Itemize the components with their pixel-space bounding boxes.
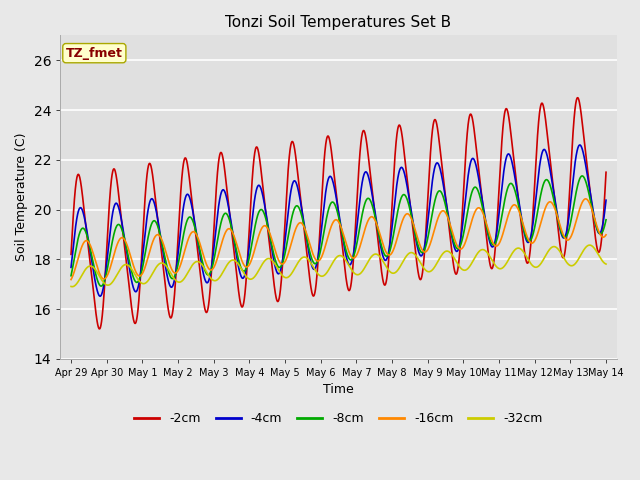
- Text: TZ_fmet: TZ_fmet: [66, 47, 123, 60]
- -16cm: [128, 258, 136, 264]
- -16cm: [160, 242, 168, 248]
- -4cm: [592, 222, 600, 228]
- Line: -32cm: -32cm: [71, 245, 606, 287]
- -8cm: [97, 283, 105, 289]
- -32cm: [273, 264, 280, 269]
- -2cm: [602, 169, 610, 175]
- Line: -2cm: -2cm: [71, 97, 606, 329]
- Y-axis label: Soil Temperature (C): Soil Temperature (C): [15, 133, 28, 262]
- -8cm: [273, 260, 280, 266]
- Line: -8cm: -8cm: [71, 176, 606, 286]
- -8cm: [160, 250, 168, 256]
- -32cm: [602, 261, 610, 267]
- -2cm: [129, 310, 136, 315]
- -4cm: [534, 175, 542, 181]
- -32cm: [68, 284, 76, 289]
- X-axis label: Time: Time: [323, 384, 354, 396]
- -2cm: [534, 126, 542, 132]
- -4cm: [67, 264, 75, 270]
- -16cm: [592, 219, 600, 225]
- -8cm: [67, 273, 75, 278]
- -2cm: [574, 95, 582, 100]
- -4cm: [296, 193, 303, 199]
- -16cm: [534, 230, 541, 236]
- -8cm: [534, 206, 542, 212]
- -4cm: [160, 255, 168, 261]
- -2cm: [160, 270, 168, 276]
- -16cm: [67, 276, 75, 282]
- -8cm: [592, 222, 600, 228]
- -8cm: [602, 217, 610, 223]
- -2cm: [67, 252, 75, 257]
- -4cm: [273, 268, 280, 274]
- Legend: -2cm, -4cm, -8cm, -16cm, -32cm: -2cm, -4cm, -8cm, -16cm, -32cm: [129, 407, 548, 430]
- -32cm: [592, 248, 600, 253]
- -4cm: [96, 293, 104, 299]
- -32cm: [160, 261, 168, 267]
- -16cm: [602, 232, 610, 238]
- -16cm: [582, 196, 589, 202]
- -16cm: [296, 220, 303, 226]
- -4cm: [129, 281, 136, 287]
- -2cm: [273, 296, 280, 301]
- Title: Tonzi Soil Temperatures Set B: Tonzi Soil Temperatures Set B: [225, 15, 452, 30]
- -32cm: [296, 257, 303, 263]
- Line: -16cm: -16cm: [71, 199, 606, 279]
- -4cm: [576, 142, 584, 148]
- -2cm: [296, 188, 303, 193]
- -8cm: [579, 173, 586, 179]
- -2cm: [95, 326, 103, 332]
- -16cm: [273, 251, 280, 257]
- -32cm: [129, 267, 136, 273]
- Line: -4cm: -4cm: [71, 145, 606, 296]
- -4cm: [602, 197, 610, 203]
- -32cm: [534, 264, 542, 269]
- -8cm: [296, 206, 303, 212]
- -8cm: [129, 271, 136, 276]
- -32cm: [586, 242, 593, 248]
- -32cm: [67, 284, 75, 289]
- -2cm: [592, 238, 600, 244]
